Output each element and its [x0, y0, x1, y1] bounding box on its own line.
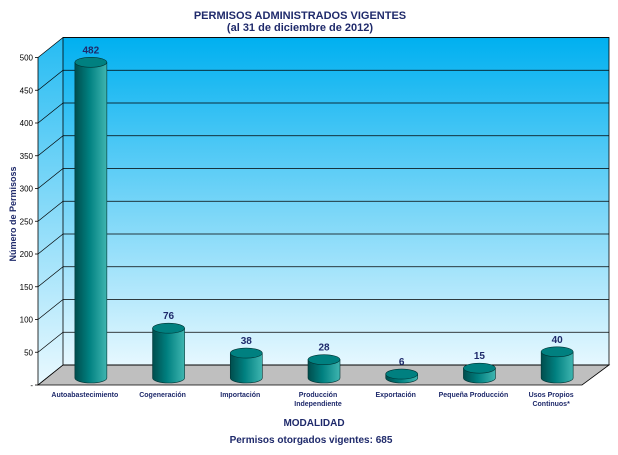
bar-top — [229, 347, 263, 359]
y-tick-label: 400 — [20, 119, 34, 128]
y-tick-label: 100 — [20, 316, 34, 325]
gridline-side — [37, 266, 64, 288]
bar — [307, 354, 341, 384]
bar-top — [463, 362, 496, 374]
bar-top — [74, 56, 108, 68]
bar-top — [307, 354, 341, 365]
bar-body — [540, 351, 574, 384]
bar-body — [152, 327, 185, 384]
bar-body — [74, 61, 108, 384]
data-label: 76 — [163, 311, 175, 322]
data-label: 28 — [318, 343, 330, 354]
data-label: 6 — [399, 357, 405, 368]
bar — [540, 346, 574, 384]
plot-background — [36, 37, 611, 386]
gridline-side — [37, 37, 64, 58]
y-tick-label: - — [30, 381, 33, 390]
bar — [385, 368, 419, 384]
category-label: Autoabastecimiento — [51, 392, 118, 399]
footer-total: Permisos otorgados vigentes: 685 — [230, 435, 393, 446]
bar-body — [307, 359, 341, 384]
gridline-side — [37, 331, 64, 353]
bar — [152, 322, 185, 384]
y-tick-label: 450 — [20, 86, 34, 95]
data-label: 482 — [83, 45, 100, 56]
bar-body — [229, 352, 263, 384]
gridline-side — [37, 135, 64, 157]
chart-subtitle: (al 31 de diciembre de 2012) — [227, 22, 373, 34]
y-tick-label: 350 — [20, 152, 34, 161]
bar-top — [540, 346, 574, 358]
category-label: Importación — [220, 392, 260, 399]
bar-top — [152, 322, 185, 334]
y-tick-label: 300 — [20, 185, 34, 194]
data-label: 15 — [474, 351, 486, 362]
y-axis: - 50 100 150 200 250 300 350 400 450 500 — [20, 37, 610, 390]
bars — [74, 56, 574, 384]
y-axis-title: Número de Permisoss — [8, 166, 18, 261]
bar — [463, 362, 496, 384]
category-label: Usos Propios Continuos* — [529, 392, 574, 408]
y-tick-label: 150 — [20, 283, 34, 292]
y-tick-label: 200 — [20, 250, 34, 259]
data-label: 38 — [241, 336, 253, 347]
data-label: 40 — [552, 335, 564, 346]
x-axis-title: MODALIDAD — [283, 418, 344, 429]
bar-top — [385, 368, 419, 380]
category-label: Cogeneración — [139, 392, 186, 399]
y-tick-label: 50 — [24, 348, 33, 357]
category-label: Exportación — [375, 392, 415, 399]
gridline-side — [37, 364, 64, 386]
category-labels: Autoabastecimiento Cogeneración Importació… — [51, 392, 573, 408]
gridlines — [37, 37, 609, 386]
bar — [229, 347, 263, 384]
y-tick-label: 250 — [20, 217, 34, 226]
y-tick-label: 500 — [20, 54, 34, 63]
gridline-side — [37, 168, 64, 189]
gridline-side — [37, 69, 64, 91]
gridline-side — [37, 200, 64, 222]
category-label: Pequeña Producción — [439, 392, 509, 399]
bar — [74, 56, 108, 384]
gridline-side — [37, 102, 64, 124]
gridline-side — [37, 233, 64, 255]
gridline-side — [37, 299, 64, 320]
category-label: Producción Independiente — [294, 392, 342, 408]
data-labels: 482 76 38 28 6 15 40 — [83, 45, 564, 368]
chart-title: PERMISOS ADMINISTRADOS VIGENTES — [194, 10, 406, 22]
